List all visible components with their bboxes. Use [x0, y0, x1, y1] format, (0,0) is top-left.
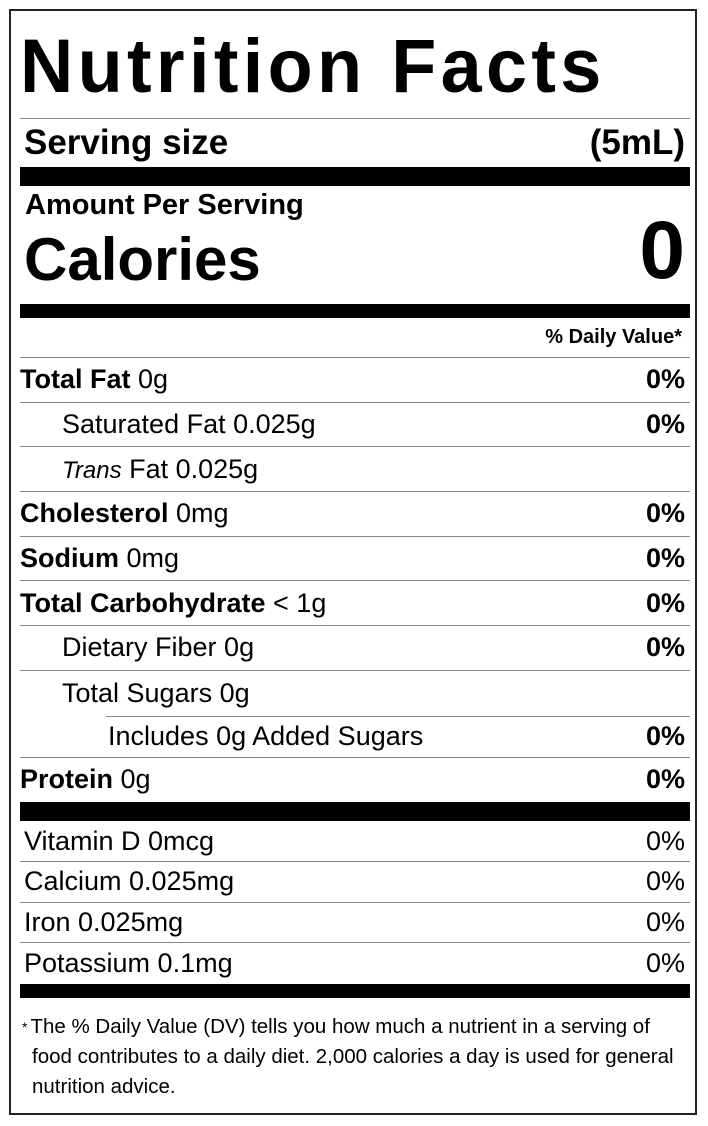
label-title: Nutrition Facts: [20, 24, 606, 109]
nutrient-row-total-sugars: Total Sugars 0g: [62, 677, 250, 708]
vitamin-row-vitamin-d: Vitamin D 0mcg 0%: [20, 821, 690, 862]
nutrient-row-total-carbohydrate: Total Carbohydrate < 1g 0%: [20, 581, 690, 627]
vitamin-row-iron: Iron 0.025mg 0%: [20, 903, 690, 944]
thick-divider: [20, 802, 690, 822]
serving-size-value: (5mL): [589, 123, 685, 162]
vitamin-row-potassium: Potassium 0.1mg 0%: [24, 948, 685, 979]
serving-size-row: Serving size (5mL): [20, 119, 690, 167]
nutrient-row-dietary-fiber: Dietary Fiber 0g 0%: [20, 626, 690, 671]
nutrient-row-total-fat: Total Fat 0g 0%: [20, 358, 690, 403]
thick-divider: [20, 983, 690, 998]
calories-label: Calories: [24, 226, 261, 293]
divider: [20, 118, 690, 119]
nutrition-facts-label: Nutrition Facts Serving size (5mL) Amoun…: [9, 9, 697, 1115]
nutrient-row-trans-fat: Trans Fat 0.025g: [20, 447, 690, 493]
nutrient-row-added-sugars: Includes 0g Added Sugars 0%: [20, 717, 690, 758]
thick-divider: [20, 167, 690, 186]
footnote: * The % Daily Value (DV) tells you how mu…: [20, 998, 690, 1102]
nutrient-row-cholesterol: Cholesterol 0mg 0%: [20, 492, 690, 537]
calories-row: Calories 0: [20, 206, 690, 296]
serving-size-label: Serving size: [24, 123, 229, 162]
nutrient-row-protein: Protein 0g 0%: [20, 764, 685, 795]
amount-per-serving: Amount Per Serving: [25, 189, 304, 221]
daily-value-header: % Daily Value*: [20, 318, 690, 358]
footnote-text: The % Daily Value (DV) tells you how muc…: [30, 1014, 674, 1098]
thick-divider: [20, 304, 690, 318]
divider: [106, 715, 690, 717]
footnote-asterisk: *: [22, 1018, 28, 1035]
nutrient-row-sodium: Sodium 0mg 0%: [20, 537, 690, 582]
vitamin-row-calcium: Calcium 0.025mg 0%: [20, 862, 690, 903]
calories-value: 0: [639, 205, 685, 296]
nutrient-row-saturated-fat: Saturated Fat 0.025g 0%: [20, 403, 690, 448]
